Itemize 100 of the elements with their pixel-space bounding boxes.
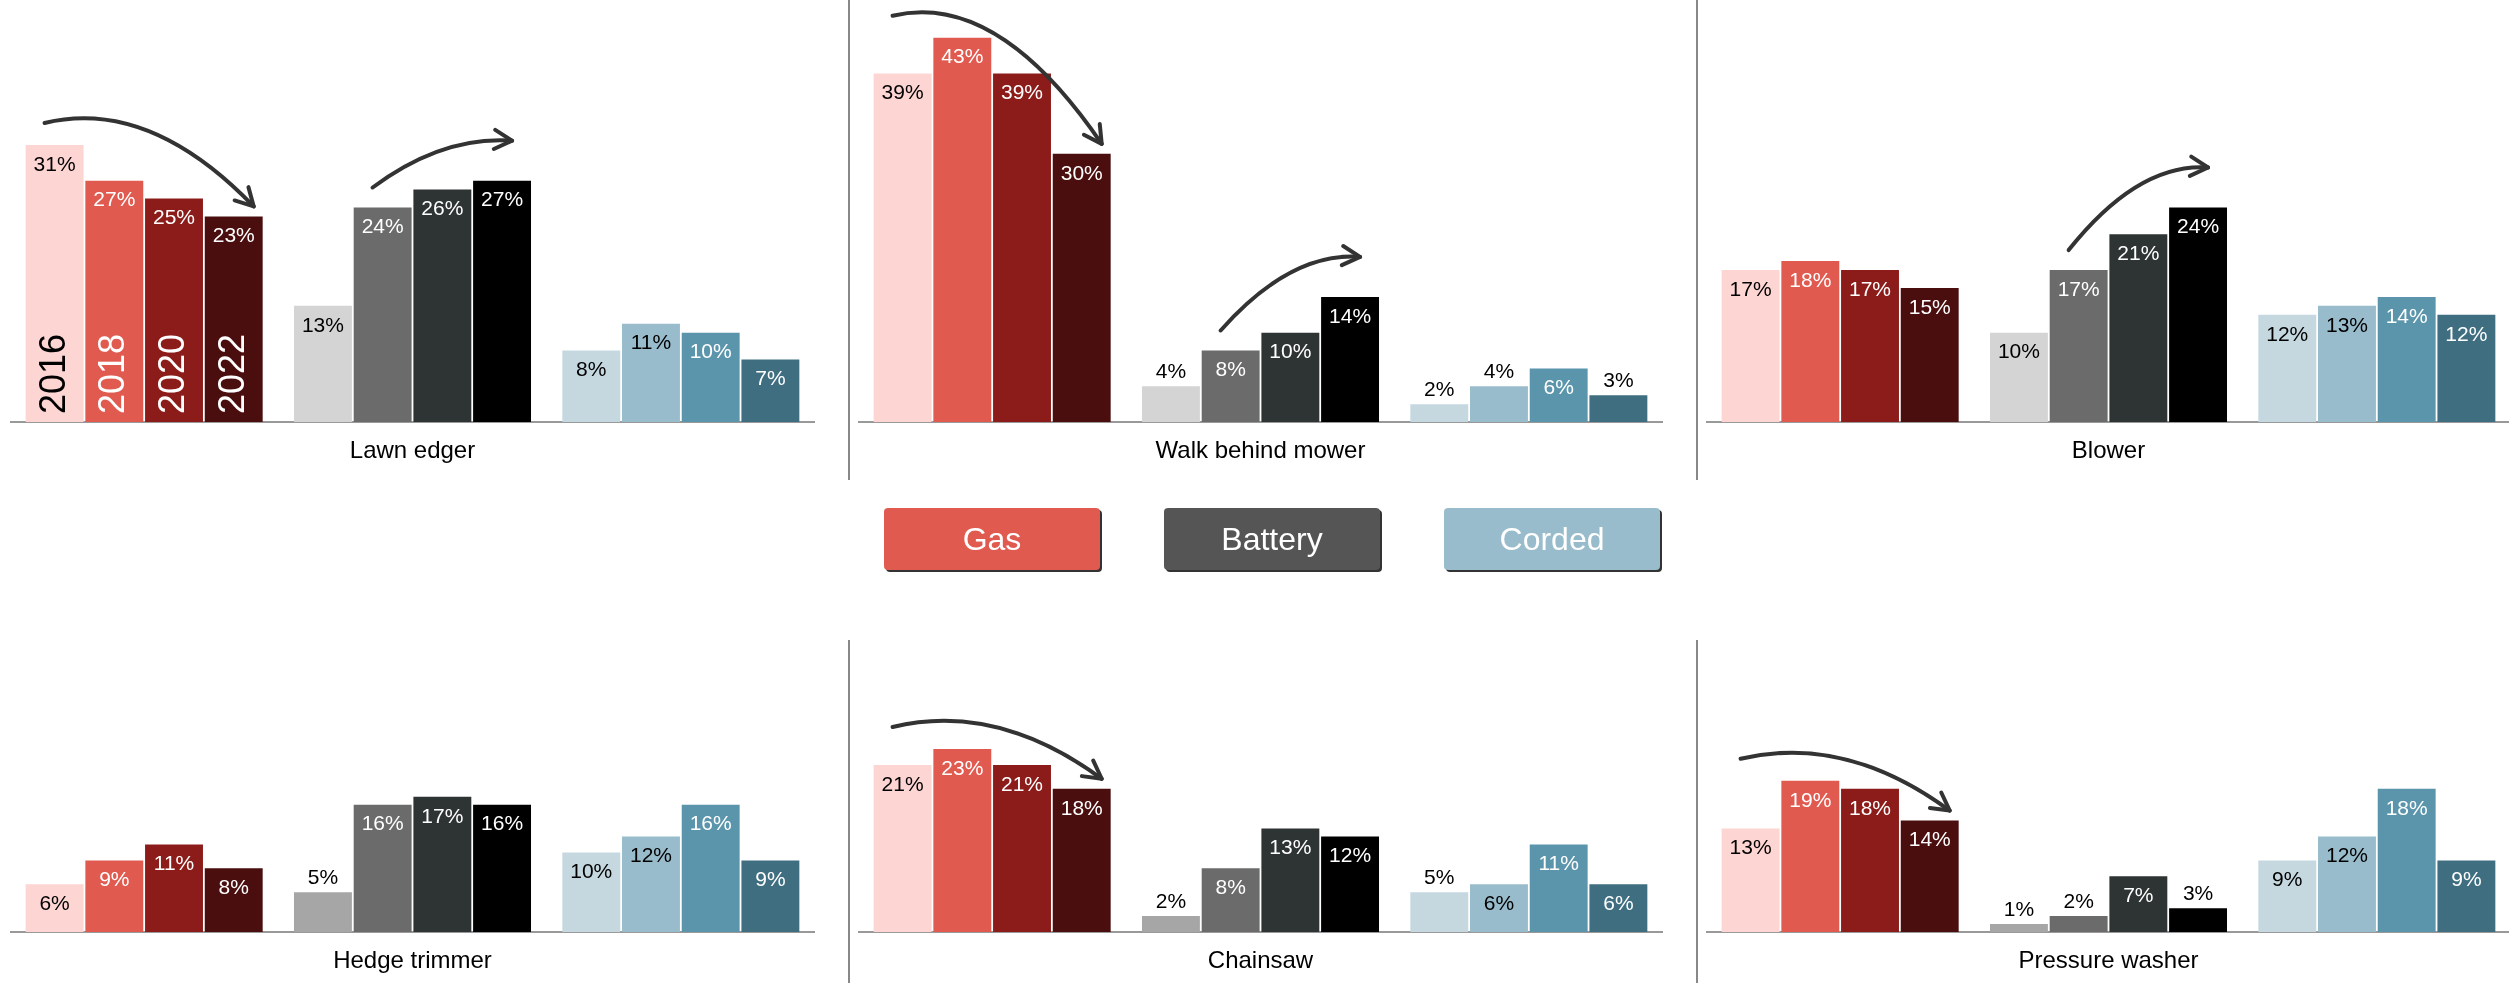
data-label: 16%: [481, 811, 524, 835]
bar: [1841, 270, 1899, 422]
data-label: 11%: [630, 330, 672, 354]
data-label: 2%: [2063, 888, 2094, 912]
data-label: 17%: [421, 803, 464, 827]
bar: [2318, 836, 2376, 932]
data-label: 12%: [2445, 321, 2488, 345]
bar: [622, 323, 680, 422]
data-label: 18%: [2385, 795, 2428, 819]
data-label: 12%: [2325, 843, 2368, 867]
data-label: 11%: [153, 851, 195, 875]
bar: [1410, 892, 1469, 932]
data-label: 12%: [1329, 843, 1372, 867]
text: Gas: [884, 508, 1100, 570]
bar: [562, 350, 621, 422]
data-label: 8%: [1215, 357, 1246, 381]
bar: [1141, 916, 1200, 932]
bar: [1989, 924, 2048, 932]
bar: [1900, 287, 1959, 422]
bar: [85, 180, 144, 422]
data-label: 10%: [1269, 339, 1312, 363]
data-label: 23%: [212, 223, 255, 247]
data-label: 27%: [93, 187, 136, 211]
data-label: 27%: [481, 187, 524, 211]
data-label: 21%: [2117, 241, 2160, 265]
data-label: 3%: [1603, 367, 1634, 391]
bar: [1529, 844, 1588, 932]
bar: [353, 207, 412, 422]
data-label: 12%: [629, 843, 672, 867]
bar: [1052, 788, 1111, 932]
bar: [2437, 314, 2496, 422]
x-axis-title: Pressure washer: [2017, 945, 2200, 975]
data-label: 24%: [2177, 214, 2220, 238]
data-label: 5%: [307, 865, 339, 889]
bar: [473, 804, 532, 932]
bar: [741, 860, 800, 932]
data-label: 31%: [33, 151, 76, 175]
bar: [204, 216, 263, 422]
bar: [1321, 836, 1380, 932]
data-label: 15%: [1908, 294, 1951, 318]
data-label: 9%: [2451, 867, 2482, 891]
x-axis-title: Walk behind mower: [1154, 435, 1367, 465]
bar: [1052, 153, 1111, 422]
bar: [873, 73, 932, 422]
bar: [741, 359, 800, 422]
x-axis-title: Lawn edger: [348, 435, 477, 465]
data-label: 17%: [1849, 276, 1892, 300]
bar: [1841, 788, 1899, 932]
data-label: 18%: [1789, 267, 1832, 291]
bar: [873, 764, 932, 932]
data-label: 7%: [2123, 883, 2154, 907]
bar: [413, 796, 472, 932]
bar: [2258, 860, 2317, 932]
data-label: 30%: [1060, 160, 1103, 184]
bar: [2377, 296, 2436, 422]
data-label: 13%: [301, 312, 344, 336]
data-label: 7%: [755, 366, 786, 390]
data-label: 12%: [2266, 321, 2309, 345]
data-label: 8%: [218, 875, 249, 899]
bar: [1470, 884, 1528, 932]
bar: [1900, 820, 1959, 932]
bar: [1201, 868, 1260, 932]
x-axis-title: Hedge trimmer: [332, 945, 493, 975]
x-axis-title: Chainsaw: [1206, 945, 1315, 975]
data-label: 8%: [1215, 875, 1246, 899]
bar: [2049, 270, 2108, 422]
data-label: 14%: [2385, 303, 2428, 327]
bar: [293, 305, 352, 422]
bar: [1721, 828, 1780, 932]
data-label: 1%: [2003, 896, 2035, 920]
data-label: 14%: [1329, 303, 1372, 327]
bar: [2049, 916, 2108, 932]
data-label: 3%: [2182, 880, 2214, 904]
series-label: 2016: [31, 333, 73, 414]
bar: [2377, 788, 2436, 932]
data-label: 9%: [2272, 867, 2303, 891]
data-label: 18%: [1060, 795, 1103, 819]
data-label: 13%: [1729, 835, 1772, 859]
bar: [1589, 395, 1648, 422]
data-label: 10%: [1997, 339, 2040, 363]
data-label: 43%: [941, 44, 984, 68]
bar: [933, 748, 992, 932]
data-label: 6%: [1603, 891, 1634, 915]
text: Corded: [1444, 508, 1660, 570]
bar: [2109, 876, 2168, 932]
bar: [681, 804, 740, 932]
bar: [993, 73, 1051, 422]
data-label: 4%: [1155, 359, 1187, 383]
data-label: 6%: [1543, 375, 1574, 399]
series-label: 2020: [150, 333, 192, 414]
data-label: 16%: [689, 811, 732, 835]
data-label: 16%: [361, 811, 404, 835]
data-label: 6%: [1483, 891, 1515, 915]
bar: [2169, 908, 2228, 932]
data-label: 25%: [153, 205, 196, 229]
data-label: 18%: [1849, 795, 1892, 819]
data-label: 9%: [755, 867, 786, 891]
bar: [622, 836, 680, 932]
bar: [25, 144, 84, 422]
bar: [145, 198, 203, 422]
